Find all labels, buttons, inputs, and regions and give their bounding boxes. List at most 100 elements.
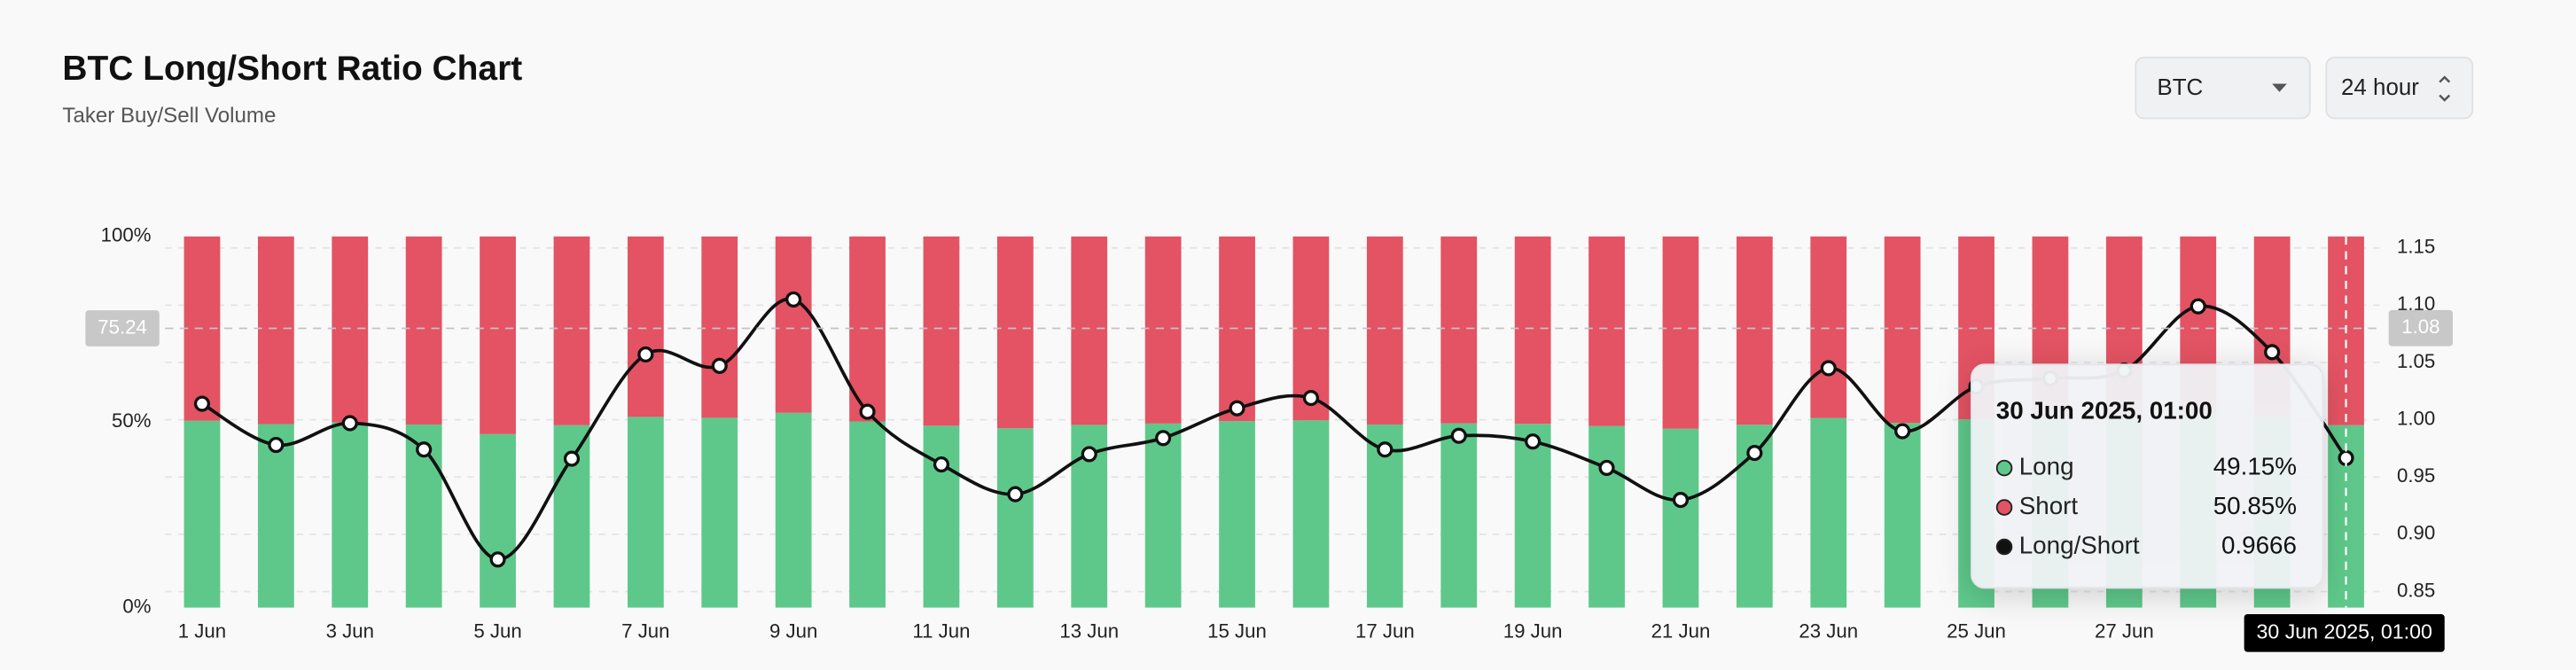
ratio-point xyxy=(1302,389,1320,407)
ratio-point xyxy=(1672,492,1690,509)
bar-segment xyxy=(1810,236,1847,418)
tooltip-value: 49.15% xyxy=(2213,452,2297,479)
tooltip-name: Short xyxy=(2019,492,2079,519)
bar-segment xyxy=(332,236,369,423)
tooltip-swatch xyxy=(1995,538,2013,556)
x-tick-label: 23 Jun xyxy=(1799,619,1858,642)
bar-segment xyxy=(257,424,294,608)
crosshair-y-label: 75.24 xyxy=(98,316,147,338)
x-tick-label: 7 Jun xyxy=(621,619,669,642)
caret xyxy=(2272,83,2287,92)
bar-segment xyxy=(332,422,369,608)
symbol-select[interactable]: BTC xyxy=(2135,56,2311,120)
ratio-point xyxy=(1746,445,1763,462)
bar-segment xyxy=(1736,236,1773,425)
ratio-point xyxy=(1598,459,1615,476)
y2-tick-label: 1.05 xyxy=(2397,350,2435,372)
bar-segment xyxy=(1662,236,1699,429)
bar-segment xyxy=(775,236,812,413)
bar-segment xyxy=(1366,236,1403,425)
bar-segment xyxy=(996,428,1034,608)
y2-tick-label: 0.95 xyxy=(2397,464,2435,487)
bar-segment xyxy=(1514,236,1551,425)
y2-tick-label: 0.90 xyxy=(2397,522,2435,544)
crosshair-x-box xyxy=(2244,614,2445,652)
bar-segment xyxy=(1071,236,1108,425)
ratio-point xyxy=(859,403,876,420)
chart-subtitle: Taker Buy/Sell Volume xyxy=(62,104,276,128)
bar-segment xyxy=(923,236,960,426)
y2-tick-label: 0.85 xyxy=(2397,579,2435,601)
x-tick-label: 27 Jun xyxy=(2095,619,2154,642)
ratio-point xyxy=(1155,430,1172,447)
crosshair-x-label: 30 Jun 2025, 01:00 xyxy=(2257,619,2432,643)
bar-segment xyxy=(1440,236,1478,424)
x-tick-label: 13 Jun xyxy=(1059,619,1119,642)
bar-segment xyxy=(627,417,664,608)
ratio-point xyxy=(711,357,728,374)
tooltip-name: Long/Short xyxy=(2019,531,2140,558)
ratio-point xyxy=(563,450,581,467)
crosshair-y2-label: 1.08 xyxy=(2401,316,2439,338)
ratio-point xyxy=(341,415,358,432)
bar-segment xyxy=(1219,421,1255,608)
bar-segment xyxy=(1440,423,1478,608)
bar-segment xyxy=(183,420,221,608)
y-tick-label: 100% xyxy=(101,224,152,246)
x-tick-label: 9 Jun xyxy=(769,619,817,642)
bar-segment xyxy=(1144,423,1182,608)
bar-segment xyxy=(480,433,516,608)
tooltip-box xyxy=(1971,363,2324,589)
chevrons xyxy=(2439,75,2451,102)
bar-segment xyxy=(1662,428,1699,608)
bar-segment xyxy=(257,236,294,425)
tooltip-swatch xyxy=(1995,459,2013,477)
ratio-point xyxy=(1820,360,1837,377)
select-value[interactable]: BTC xyxy=(2157,75,2203,100)
bar-segment xyxy=(627,236,664,417)
bar-segment xyxy=(923,425,960,608)
x-tick-label: 3 Jun xyxy=(326,619,374,642)
select-box[interactable] xyxy=(2325,56,2474,120)
ratio-point xyxy=(1450,427,1467,444)
tooltip-name: Long xyxy=(2019,452,2074,479)
ratio-point xyxy=(1081,446,1097,463)
bar-segment xyxy=(1292,420,1330,608)
y2-tick-label: 1.00 xyxy=(2397,407,2435,429)
x-tick-label: 5 Jun xyxy=(473,619,521,642)
bar-segment xyxy=(1884,423,1921,608)
select-value[interactable]: 24 hour xyxy=(2341,75,2419,100)
bar-segment xyxy=(405,236,442,425)
bar-segment xyxy=(701,236,738,418)
bar-segment xyxy=(480,236,516,434)
ratio-point xyxy=(489,551,506,568)
tooltip-value: 0.9666 xyxy=(2221,531,2297,558)
ratio-point xyxy=(1007,486,1024,502)
bar-segment xyxy=(1589,425,1625,608)
ratio-point xyxy=(1525,433,1542,450)
ratio-point xyxy=(933,456,950,473)
bar-segment xyxy=(1144,236,1182,424)
x-tick-label: 17 Jun xyxy=(1355,619,1415,642)
ratio-point xyxy=(1377,441,1393,458)
x-tick-label: 1 Jun xyxy=(178,619,226,642)
y-tick-label: 50% xyxy=(112,409,151,432)
tooltip-swatch xyxy=(1995,499,2013,516)
x-tick-label: 21 Jun xyxy=(1651,619,1711,642)
interval-select[interactable]: 24 hour xyxy=(2325,56,2474,120)
ratio-point xyxy=(637,346,654,363)
bar-segment xyxy=(701,417,738,608)
plot: 0.850.900.951.001.051.101.150%50%100%1 J… xyxy=(85,224,2454,652)
x-tick-label: 11 Jun xyxy=(912,619,970,642)
select-box[interactable] xyxy=(2135,56,2311,120)
bar-segment xyxy=(849,421,886,608)
bar-segment xyxy=(1589,236,1625,426)
bar-segment xyxy=(775,412,812,608)
x-tick-label: 15 Jun xyxy=(1207,619,1267,642)
tooltip-value: 50.85% xyxy=(2213,492,2297,519)
ratio-point xyxy=(2190,298,2206,315)
bar-segment xyxy=(1514,424,1551,608)
ratio-point xyxy=(2264,344,2281,361)
